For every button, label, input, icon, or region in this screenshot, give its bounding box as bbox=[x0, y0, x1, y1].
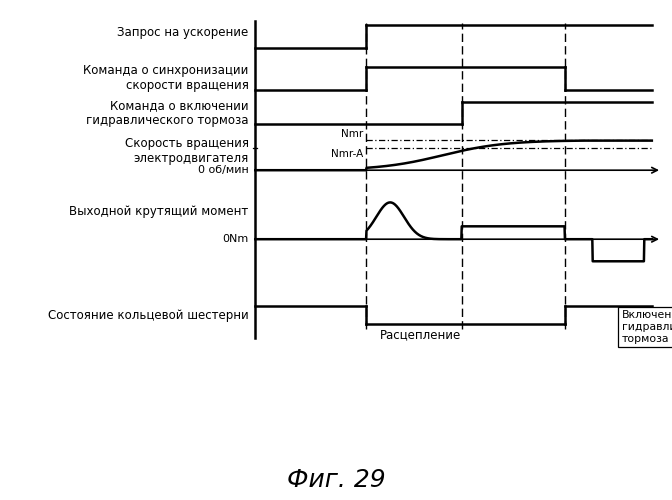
Text: 0Nm: 0Nm bbox=[222, 234, 249, 244]
Text: Включение
гидравлического
тормоза: Включение гидравлического тормоза bbox=[622, 310, 672, 344]
Text: Nmr-A: Nmr-A bbox=[331, 149, 363, 159]
Text: Расцепление: Расцепление bbox=[380, 328, 461, 341]
Text: Запрос на ускорение: Запрос на ускорение bbox=[118, 26, 249, 38]
Text: 0 об/мин: 0 об/мин bbox=[198, 165, 249, 175]
Text: Скорость вращения
электродвигателя: Скорость вращения электродвигателя bbox=[124, 136, 249, 164]
Text: Nmr: Nmr bbox=[341, 129, 363, 139]
Text: Команда о включении
гидравлического тормоза: Команда о включении гидравлического торм… bbox=[86, 99, 249, 127]
Text: Команда о синхронизации
скорости вращения: Команда о синхронизации скорости вращени… bbox=[83, 64, 249, 92]
Text: Выходной крутящий момент: Выходной крутящий момент bbox=[69, 205, 249, 218]
Text: Состояние кольцевой шестерни: Состояние кольцевой шестерни bbox=[48, 308, 249, 322]
Text: Фиг. 29: Фиг. 29 bbox=[287, 468, 385, 492]
